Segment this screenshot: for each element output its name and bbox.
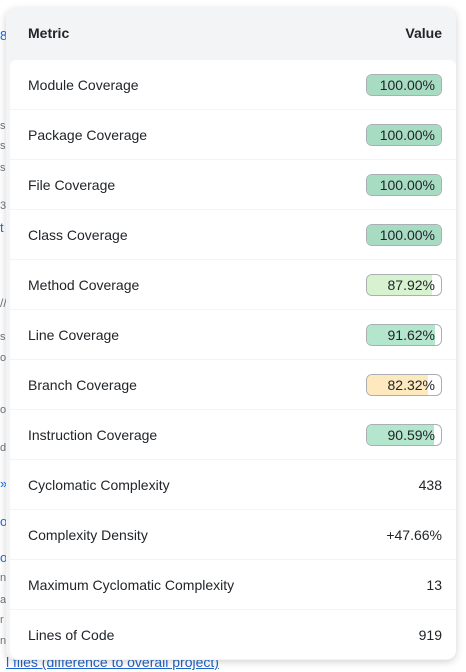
coverage-bar-fill xyxy=(367,324,435,345)
background-fragment: s xyxy=(0,140,6,152)
coverage-badge: 100.00% xyxy=(366,173,442,196)
background-fragment: s xyxy=(0,331,6,343)
table-row: Complexity Density +47.66% xyxy=(10,510,456,559)
background-fragment: » xyxy=(0,476,8,491)
metric-value: +47.66% xyxy=(386,526,442,543)
background-fragment: a xyxy=(0,594,7,606)
coverage-badge: 100.00% xyxy=(366,73,442,96)
coverage-badge: 100.00% xyxy=(366,223,442,246)
background-fragment: d xyxy=(0,442,7,454)
table-row: Branch Coverage 82.32% xyxy=(10,360,456,409)
background-fragment: o xyxy=(0,514,8,529)
metric-value: 438 xyxy=(418,476,442,493)
coverage-bar-fill xyxy=(367,124,441,145)
coverage-bar-fill xyxy=(367,174,441,195)
background-fragment: t xyxy=(0,220,4,235)
metrics-popover: Metric Value Module Coverage 100.00% Packa… xyxy=(6,8,456,660)
coverage-bar-fill xyxy=(367,274,433,295)
metric-value: 100.00% xyxy=(379,76,435,93)
coverage-badge: 91.62% xyxy=(366,323,442,346)
table-row: Class Coverage 100.00% xyxy=(10,210,456,259)
metric-value: 919 xyxy=(418,626,442,643)
background-fragment: or xyxy=(0,550,12,565)
coverage-bar-fill xyxy=(367,74,441,95)
table-header: Metric Value xyxy=(6,8,456,58)
table-row: Lines of Code 919 xyxy=(10,610,456,659)
background-fragment: // xyxy=(0,296,7,310)
table-row: File Coverage 100.00% xyxy=(10,160,456,209)
coverage-badge: 100.00% xyxy=(366,123,442,146)
metric-value: 13 xyxy=(426,576,442,593)
background-fragment: or xyxy=(0,352,10,364)
table-row: Maximum Cyclomatic Complexity 13 xyxy=(10,560,456,609)
table-row: Cyclomatic Complexity 438 xyxy=(10,460,456,509)
coverage-bar-fill xyxy=(367,374,428,395)
value-column-header: Value xyxy=(405,25,442,41)
background-fragment: se xyxy=(0,162,12,174)
metric-value: 100.00% xyxy=(379,176,435,193)
background-fragment: o xyxy=(0,404,7,416)
metric-column-header: Metric xyxy=(28,25,70,41)
table-row: Module Coverage 100.00% xyxy=(10,60,456,109)
metric-label: Complexity Density xyxy=(28,526,148,543)
metric-label: Class Coverage xyxy=(28,226,128,243)
metric-value: 91.62% xyxy=(387,326,435,343)
background-fragment: r xyxy=(0,614,4,626)
metric-label: File Coverage xyxy=(28,176,116,193)
metric-value: 87.92% xyxy=(387,276,435,293)
metric-label: Cyclomatic Complexity xyxy=(28,476,170,493)
coverage-badge: 87.92% xyxy=(366,273,442,296)
metric-label: Lines of Code xyxy=(28,626,115,643)
metric-label: Module Coverage xyxy=(28,76,139,93)
metric-label: Branch Coverage xyxy=(28,376,137,393)
coverage-badge: 90.59% xyxy=(366,423,442,446)
metric-value: 82.32% xyxy=(387,376,435,393)
metric-label: Instruction Coverage xyxy=(28,426,158,443)
metrics-table: Module Coverage 100.00% Package Coverage 10… xyxy=(10,60,456,660)
table-row: Method Coverage 87.92% xyxy=(10,260,456,309)
metric-label: Method Coverage xyxy=(28,276,140,293)
metric-label: Maximum Cyclomatic Complexity xyxy=(28,576,235,593)
metric-value: 100.00% xyxy=(379,126,435,143)
metric-value: 90.59% xyxy=(387,426,435,443)
background-fragment: 8 xyxy=(0,28,8,43)
background-fragment: s xyxy=(0,120,6,132)
metric-value: 100.00% xyxy=(379,226,435,243)
coverage-badge: 82.32% xyxy=(366,373,442,396)
metric-label: Line Coverage xyxy=(28,326,120,343)
metric-label: Package Coverage xyxy=(28,126,148,143)
table-row: Line Coverage 91.62% xyxy=(10,310,456,359)
coverage-bar-fill xyxy=(367,424,435,445)
table-row: Package Coverage 100.00% xyxy=(10,110,456,159)
coverage-bar-fill xyxy=(367,224,441,245)
table-row: Instruction Coverage 90.59% xyxy=(10,410,456,459)
